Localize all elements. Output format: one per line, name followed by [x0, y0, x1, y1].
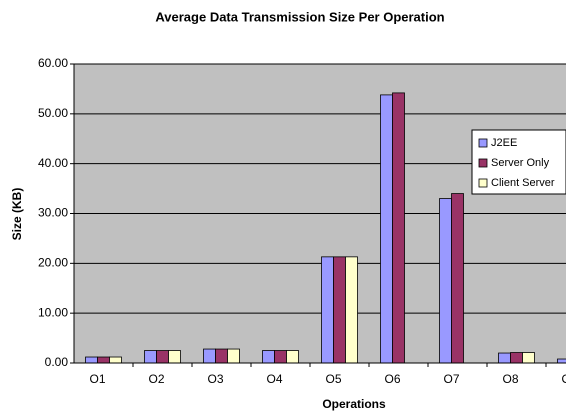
- legend-swatch: [478, 158, 488, 168]
- bar: [109, 356, 122, 364]
- legend-swatch: [478, 178, 488, 188]
- y-tick-label: 0.00: [45, 355, 69, 369]
- bar: [286, 350, 299, 364]
- bar: [215, 348, 228, 364]
- x-tick-label: O9: [561, 372, 566, 386]
- bar: [97, 356, 110, 364]
- bar: [498, 352, 511, 364]
- x-tick-label: O7: [443, 372, 459, 386]
- bar: [156, 350, 169, 364]
- bar: [227, 348, 240, 364]
- bar: [557, 358, 566, 364]
- bar: [144, 350, 157, 364]
- bar: [392, 92, 405, 364]
- y-tick-label: 60.00: [38, 56, 68, 70]
- bar: [345, 256, 358, 364]
- x-tick-label: O5: [325, 372, 341, 386]
- legend-swatch: [478, 138, 488, 148]
- x-tick-label: O1: [89, 372, 105, 386]
- x-tick-label: O2: [148, 372, 164, 386]
- y-axis-label: Size (KB): [10, 188, 24, 241]
- y-tick-label: 30.00: [38, 206, 68, 220]
- bar: [510, 352, 523, 364]
- x-tick-label: O3: [207, 372, 223, 386]
- bar: [274, 350, 287, 364]
- bar: [333, 256, 346, 364]
- bar: [451, 193, 464, 364]
- bar: [439, 198, 452, 364]
- y-tick-label: 40.00: [38, 156, 68, 170]
- legend-label: Client Server: [491, 177, 555, 189]
- x-tick-label: O4: [266, 372, 282, 386]
- x-tick-label: O8: [502, 372, 518, 386]
- bar: [85, 356, 98, 364]
- x-tick-label: O6: [384, 372, 400, 386]
- x-axis-label: Operations: [322, 397, 386, 411]
- legend-label: J2EE: [491, 137, 517, 149]
- bar: [380, 94, 393, 364]
- bar: [203, 348, 216, 364]
- legend-label: Server Only: [491, 157, 550, 169]
- legend-box: [471, 129, 566, 195]
- bar: [168, 350, 181, 364]
- y-tick-label: 20.00: [38, 256, 68, 270]
- chart-title: Average Data Transmission Size Per Opera…: [155, 9, 444, 24]
- y-tick-label: 10.00: [38, 305, 68, 319]
- bar: [522, 352, 535, 364]
- y-tick-label: 50.00: [38, 106, 68, 120]
- bar: [321, 256, 334, 364]
- bar: [262, 350, 275, 364]
